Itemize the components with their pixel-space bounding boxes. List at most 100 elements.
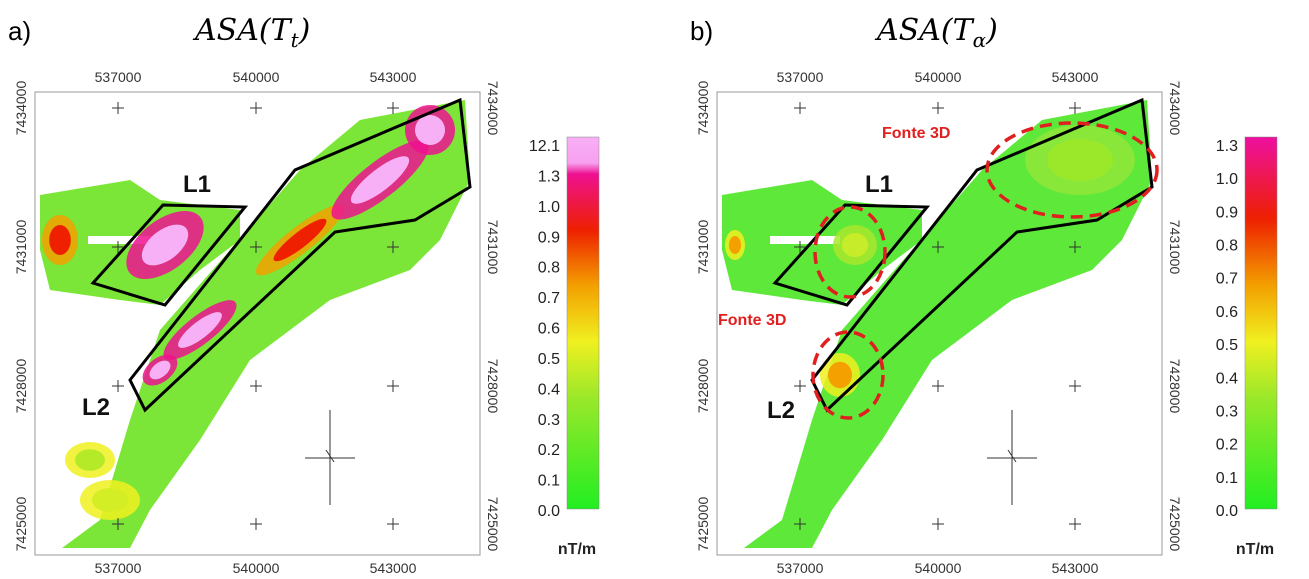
data-gap — [770, 236, 840, 244]
colorbar-tick-label: 0.6 — [538, 321, 560, 338]
colorbar-tick-label: 0.2 — [1216, 437, 1238, 454]
colorbar-tick-label: 0.9 — [538, 229, 560, 246]
y-tick-label: 7425000 — [485, 497, 501, 552]
annotation: L2 — [767, 397, 795, 424]
colorbar-unit: nT/m — [1236, 541, 1274, 558]
x-tick-label: 543000 — [1052, 69, 1099, 85]
colorbar-tick-label: 1.3 — [1216, 138, 1238, 155]
title-close: ) — [298, 13, 311, 48]
x-tick-label: 537000 — [777, 69, 824, 85]
y-tick-label: 7425000 — [1167, 497, 1183, 552]
y-tick-label: 7434000 — [13, 81, 29, 136]
grid-cross — [1069, 102, 1081, 114]
grid-cross — [112, 102, 124, 114]
grid-cross — [1069, 518, 1081, 530]
y-tick-label: 7431000 — [1167, 220, 1183, 275]
colorbar-tick-label: 0.9 — [1216, 204, 1238, 221]
colorbar-tick-label: 0.5 — [538, 351, 560, 368]
north-arrow — [305, 410, 355, 505]
colorbar-tick-label: 0.8 — [538, 260, 560, 277]
grid-cross — [794, 380, 806, 392]
panel: b)ASA(Tα)5370005370005400005400005430005… — [690, 13, 1277, 576]
colorbar — [567, 137, 599, 509]
anomaly-core — [828, 362, 852, 388]
grid-cross — [250, 518, 262, 530]
title-base: ASA(T — [192, 13, 293, 48]
colorbar-tick-label: 0.1 — [1216, 470, 1238, 487]
colorbar-tick-label: 0.2 — [538, 442, 560, 459]
anomaly-core — [75, 449, 105, 471]
colorbar-tick-label: 0.8 — [1216, 238, 1238, 255]
x-tick-label: 537000 — [95, 560, 142, 576]
grid-cross — [794, 102, 806, 114]
colorbar-tick-label: 0.3 — [538, 412, 560, 429]
grid-cross — [932, 102, 944, 114]
y-tick-label: 7425000 — [695, 497, 711, 552]
grid-cross — [250, 380, 262, 392]
annotation: L2 — [82, 394, 110, 421]
north-arrow — [987, 410, 1037, 505]
panel-title: ASA(Tα) — [874, 13, 998, 52]
y-tick-label: 7428000 — [1167, 359, 1183, 414]
colorbar-tick-label: 0.5 — [1216, 337, 1238, 354]
colorbar-tick-label: 0.0 — [538, 503, 560, 520]
grid-cross — [387, 518, 399, 530]
annotation: Fonte 3D — [718, 312, 786, 329]
grid-cross — [932, 518, 944, 530]
y-tick-label: 7431000 — [695, 220, 711, 275]
colorbar-tick-label: 1.3 — [538, 168, 560, 185]
title-sub: α — [973, 28, 987, 52]
colorbar-tick-label: 0.6 — [1216, 304, 1238, 321]
x-tick-label: 540000 — [915, 560, 962, 576]
colorbar-tick-label: 1.0 — [1216, 171, 1238, 188]
colorbar-tick-label: 1.0 — [538, 199, 560, 216]
x-tick-label: 543000 — [370, 560, 417, 576]
title-base: ASA(T — [874, 13, 975, 48]
y-tick-label: 7434000 — [1167, 81, 1183, 136]
y-tick-label: 7431000 — [13, 220, 29, 275]
colorbar-tick-label: 0.1 — [538, 473, 560, 490]
y-tick-label: 7431000 — [485, 220, 501, 275]
x-tick-label: 540000 — [233, 69, 280, 85]
colorbar-tick-label: 0.4 — [538, 381, 560, 398]
panel: a) ASA(Tt) 537000 537000 540000 540000 543000 5… — [8, 13, 599, 576]
grid-cross — [112, 380, 124, 392]
colorbar-unit: nT/m — [558, 541, 596, 558]
colorbar-tick-label: 12.1 — [529, 138, 560, 155]
colorbar-tick-label: 0.0 — [1216, 503, 1238, 520]
colorbar-tick-label: 0.3 — [1216, 403, 1238, 420]
annotation: L1 — [865, 171, 893, 198]
annotation: L1 — [183, 171, 211, 198]
x-tick-label: 537000 — [95, 69, 142, 85]
colorbar-tick-label: 0.7 — [1216, 271, 1238, 288]
colorbar-tick-label: 0.4 — [1216, 370, 1238, 387]
annotation: Fonte 3D — [882, 125, 950, 142]
y-tick-label: 7428000 — [695, 359, 711, 414]
panel-label: a) — [8, 16, 31, 46]
anomaly-core — [92, 488, 128, 512]
grid-cross — [387, 102, 399, 114]
x-tick-label: 543000 — [1052, 560, 1099, 576]
anomaly-core — [49, 225, 71, 255]
x-tick-label: 540000 — [233, 560, 280, 576]
anomaly-core — [729, 236, 741, 254]
y-tick-label: 7428000 — [485, 359, 501, 414]
grid-cross — [1069, 380, 1081, 392]
grid-cross — [387, 380, 399, 392]
panel-title: ASA(Tt) — [192, 13, 310, 52]
grid-cross — [932, 380, 944, 392]
figure: a) ASA(Tt) 537000 537000 540000 540000 543000 5… — [0, 0, 1309, 579]
panel-label: b) — [690, 16, 713, 46]
grid-cross — [250, 102, 262, 114]
x-tick-label: 543000 — [370, 69, 417, 85]
anomaly-core — [842, 233, 868, 257]
anomaly-core — [1047, 139, 1113, 181]
y-tick-label: 7434000 — [695, 81, 711, 136]
x-tick-label: 537000 — [777, 560, 824, 576]
colorbar-tick-label: 0.7 — [538, 290, 560, 307]
y-tick-label: 7434000 — [485, 81, 501, 136]
y-tick-label: 7428000 — [13, 359, 29, 414]
title-close: ) — [985, 13, 998, 48]
y-tick-label: 7425000 — [13, 497, 29, 552]
colorbar — [1245, 137, 1277, 509]
